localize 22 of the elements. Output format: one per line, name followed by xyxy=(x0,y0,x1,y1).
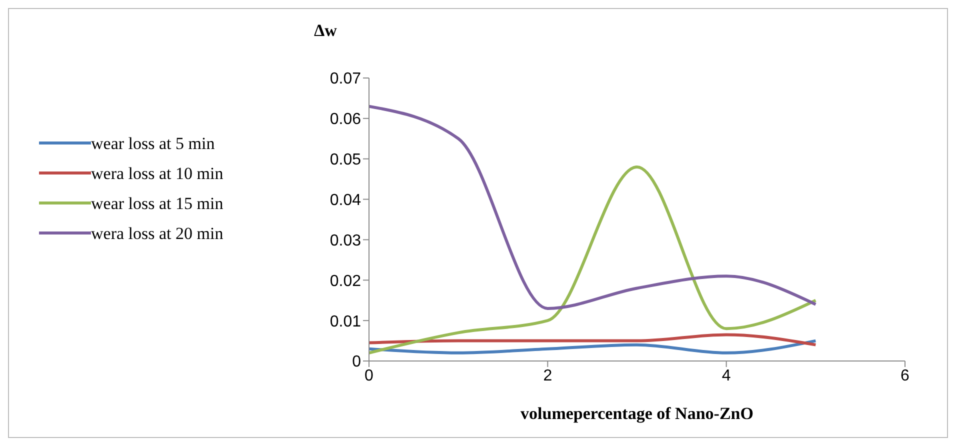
x-axis-title: volumepercentage of Nano-ZnO xyxy=(520,404,754,423)
y-tick-label: 0.04 xyxy=(330,192,362,209)
legend-label: wear loss at 15 min xyxy=(91,193,224,215)
y-tick-label: 0.02 xyxy=(330,272,362,290)
legend-label: wera loss at 10 min xyxy=(91,163,224,185)
y-tick-label: 0.03 xyxy=(330,232,362,250)
y-tick-label: 0.07 xyxy=(330,70,362,88)
y-tick-label: 0 xyxy=(352,354,362,371)
x-tick-label: 4 xyxy=(722,367,731,384)
y-tick-label: 0.01 xyxy=(330,313,362,330)
y-tick-label: 0.05 xyxy=(330,152,362,169)
line-series xyxy=(369,165,818,354)
x-tick-label: 2 xyxy=(543,367,552,384)
legend-label: wera loss at 20 min xyxy=(91,223,224,245)
y-axis-title: Δw xyxy=(314,21,337,41)
y-tick-label: 0.06 xyxy=(330,111,362,128)
x-tick-label: 0 xyxy=(364,367,374,384)
line-series xyxy=(369,333,818,346)
x-tick-label: 6 xyxy=(900,367,910,384)
legend-label: wear loss at 5 min xyxy=(91,133,216,155)
line-series xyxy=(369,339,818,354)
line-series xyxy=(369,104,818,310)
